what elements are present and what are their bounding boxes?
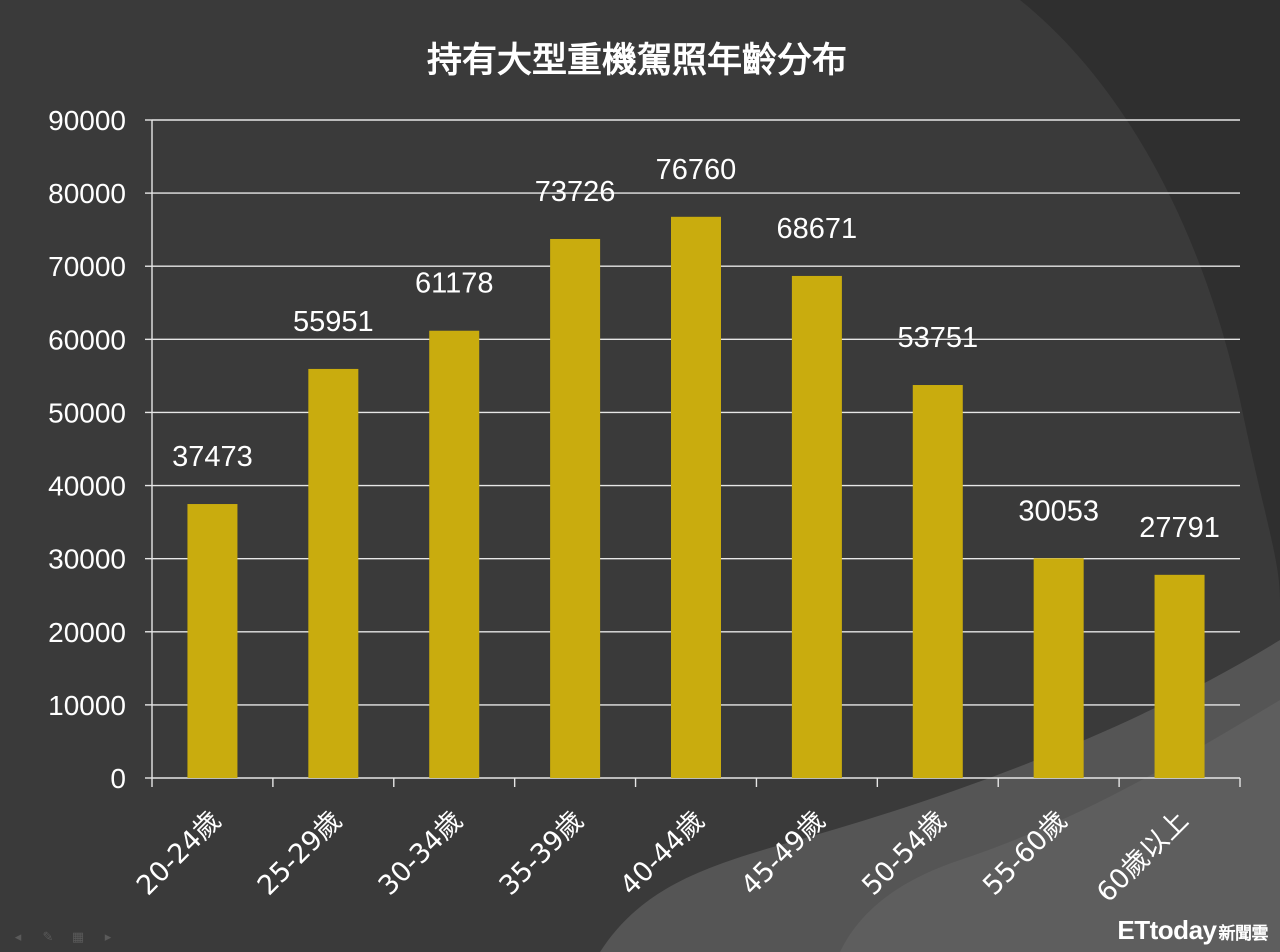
bar [912,385,963,778]
y-tick-label: 70000 [48,251,126,282]
bar [550,238,601,778]
x-tick-label: 35-39歲 [494,805,590,901]
data-label: 73726 [535,176,616,208]
x-tick-label: 25-29歲 [252,805,348,901]
data-label: 55951 [293,306,374,338]
bars [187,216,1205,778]
ettoday-watermark: ETtoday 新聞雲 [1117,915,1268,946]
data-labels: 37473 55951 61178 73726 76760 68671 53751 30053… [172,154,1220,544]
watermark-sub: 新聞雲 [1218,924,1269,944]
data-label: 68671 [777,213,858,245]
y-tick-label: 40000 [48,471,126,502]
bar [1033,558,1084,778]
bar [671,216,721,778]
menu-icon[interactable]: ▦ [71,930,85,945]
data-label: 30053 [1018,495,1099,527]
slide-controls[interactable]: ◂ ✎ ▦ ▸ [8,930,118,946]
y-tick-label: 10000 [48,690,126,721]
bar [429,330,480,778]
bar [308,368,359,778]
data-label: 53751 [897,322,978,354]
pen-icon[interactable]: ✎ [42,930,54,945]
y-tick-label: 20000 [48,617,126,648]
y-tick-label: 50000 [48,397,126,428]
data-label: 27791 [1139,512,1220,544]
prev-icon[interactable]: ◂ [14,930,22,945]
y-tick-label: 0 [110,763,126,794]
y-axis-tick-labels: 0 10000 20000 30000 40000 50000 60000 70000 8000… [48,105,126,794]
background-decoration [600,0,1280,952]
y-tick-label: 60000 [48,324,126,355]
data-label: 61178 [415,268,494,300]
y-tick-label: 30000 [48,544,126,575]
data-label: 37473 [172,441,253,473]
bar [791,275,842,778]
bar [1154,574,1205,778]
x-tick-label: 30-34歲 [373,805,469,901]
y-tick-label: 90000 [48,105,126,136]
x-tick-label: 20-24歲 [131,805,227,901]
chart-title: 持有大型重機駕照年齡分布 [427,41,847,81]
y-tick-label: 80000 [48,178,126,209]
data-label: 76760 [656,154,737,186]
bar [187,504,238,778]
watermark-brand: ETtoday [1117,915,1217,945]
next-icon[interactable]: ▸ [104,930,112,945]
